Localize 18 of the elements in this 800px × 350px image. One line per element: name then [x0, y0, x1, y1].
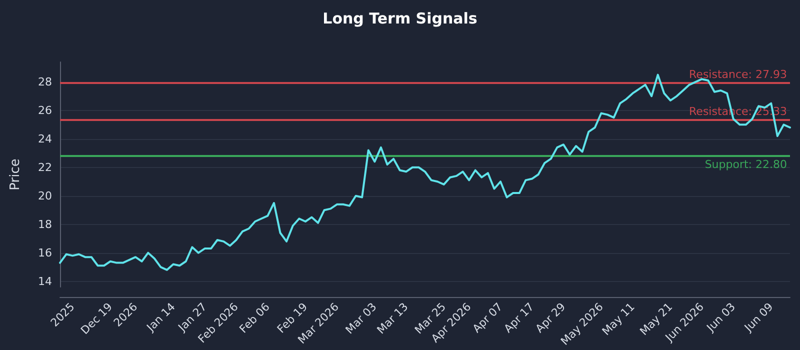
ref-line-label: Resistance: 27.93	[689, 68, 787, 81]
y-tick-label: 26	[38, 104, 52, 117]
y-axis-title: Price	[8, 158, 23, 190]
y-tick-label: 28	[38, 75, 52, 88]
y-tick-label: 24	[38, 132, 52, 146]
y-tick-label: 16	[38, 246, 52, 260]
x-tick-label: Mar 13	[374, 300, 411, 337]
y-tick-label: 20	[38, 189, 52, 202]
y-tick-label: 14	[38, 274, 52, 288]
x-tick-label: Jun 09	[741, 300, 776, 335]
x-tick-label: Jun 03	[704, 300, 738, 335]
x-tick-label: Dec 19	[78, 300, 115, 337]
x-tick-label: Feb 06	[236, 300, 272, 336]
chart-title: Long Term Signals	[322, 10, 478, 28]
y-tick-label: 22	[38, 160, 52, 174]
x-tick-label: Jan 14	[144, 300, 178, 335]
y-tick-label: 18	[38, 218, 52, 231]
ref-line-label: Support: 22.80	[704, 158, 787, 171]
